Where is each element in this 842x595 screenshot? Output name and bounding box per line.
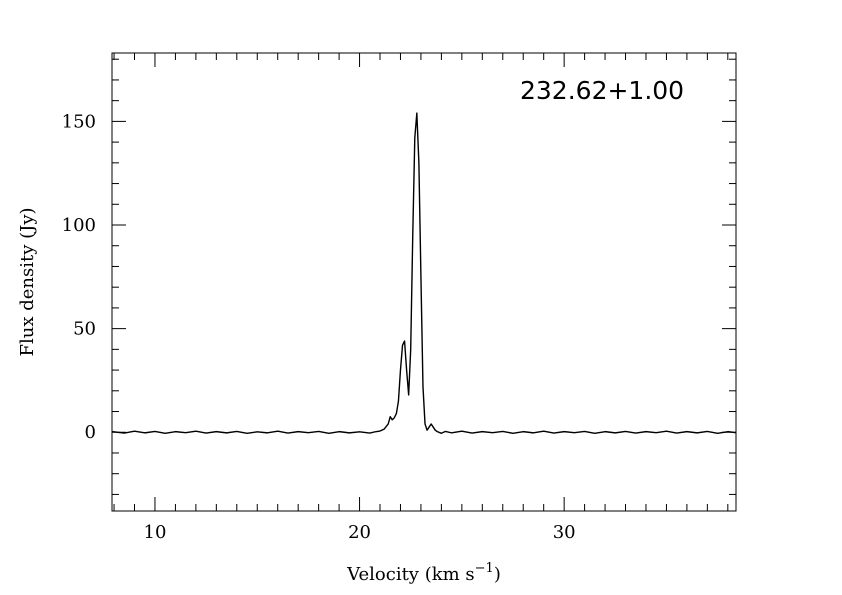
y-tick-label: 100 <box>62 215 96 236</box>
y-tick-label: 0 <box>85 422 96 443</box>
x-axis-label: Velocity (km s−1) <box>346 561 501 585</box>
y-tick-label: 150 <box>62 111 96 132</box>
tick-marks <box>112 53 736 511</box>
plot-frame <box>111 52 737 512</box>
tick-labels: 10 20 30 0 50 100 150 <box>62 111 576 543</box>
spectrum-line <box>111 112 737 434</box>
x-tick-label: 20 <box>348 522 371 543</box>
y-tick-label: 50 <box>73 319 96 340</box>
x-tick-label: 30 <box>553 522 576 543</box>
source-annotation: 232.62+1.00 <box>520 76 684 105</box>
y-axis-label: Flux density (Jy) <box>17 207 38 356</box>
x-tick-label: 10 <box>144 522 167 543</box>
